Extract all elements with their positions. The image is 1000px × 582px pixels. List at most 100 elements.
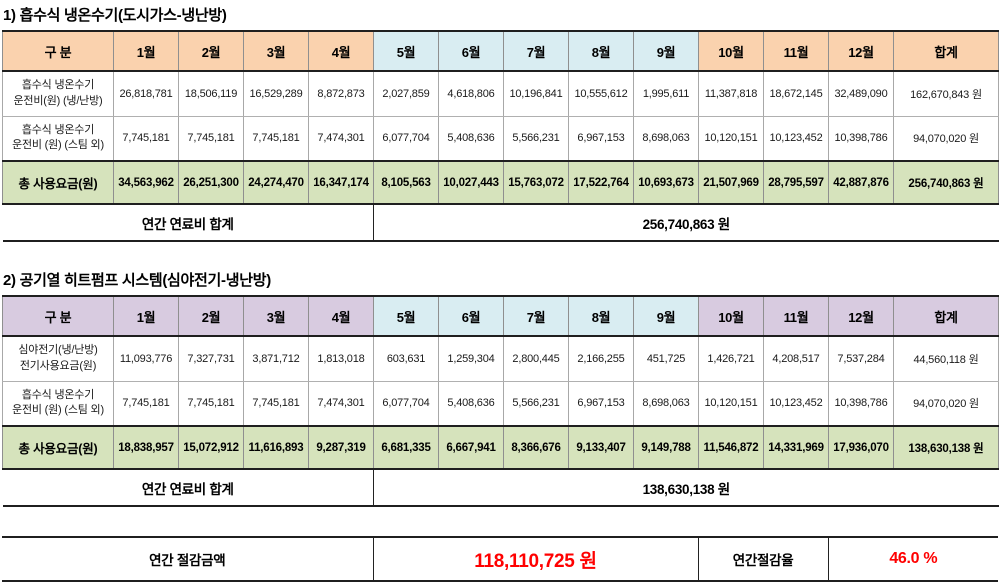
col-header-jun: 6월: [438, 30, 504, 72]
month-value-cell: 603,631: [373, 336, 439, 382]
month-value-cell: 6,077,704: [373, 381, 439, 426]
col-header-jul: 7월: [503, 30, 569, 72]
row-sum-cell: 162,670,843 원: [893, 71, 999, 117]
month-value-cell: 7,745,181: [113, 381, 179, 426]
table2-annual-fuel-row: 연간 연료비 합계 138,630,138 원: [2, 469, 999, 507]
col-header-aug: 8월: [568, 295, 634, 337]
month-value-cell: 2,166,255: [568, 336, 634, 382]
month-value-cell: 10,398,786: [828, 116, 894, 161]
total-month-cell: 42,887,876: [828, 160, 894, 205]
row-label-line2: 운전비 (원) (스팀 외): [12, 139, 104, 152]
table1-header-row: 구 분 1월 2월 3월 4월 5월 6월 7월 8월 9월 10월 11월 1…: [2, 30, 999, 72]
total-month-cell: 6,681,335: [373, 425, 439, 470]
col-header-jan: 1월: [113, 295, 179, 337]
savings-summary-table: 연간 절감금액 118,110,725 원 연간절감율 46.0 %: [2, 536, 999, 582]
month-value-cell: 6,967,153: [568, 381, 634, 426]
month-value-cell: 7,745,181: [178, 381, 244, 426]
col-header-apr: 4월: [308, 30, 374, 72]
month-value-cell: 4,208,517: [763, 336, 829, 382]
table2-total-row: 총 사용요금(원) 18,838,957 15,072,912 11,616,8…: [2, 425, 999, 470]
col-header-feb: 2월: [178, 30, 244, 72]
total-sum-cell: 138,630,138 원: [893, 425, 999, 470]
total-month-cell: 8,105,563: [373, 160, 439, 205]
month-value-cell: 10,555,612: [568, 71, 634, 117]
total-month-cell: 17,936,070: [828, 425, 894, 470]
col-header-mar: 3월: [243, 30, 309, 72]
row-label-line2: 운전비 (원) (스팀 외): [12, 404, 104, 417]
month-value-cell: 3,871,712: [243, 336, 309, 382]
total-row-label: 총 사용요금(원): [2, 160, 114, 205]
month-value-cell: 4,618,806: [438, 71, 504, 117]
total-month-cell: 15,072,912: [178, 425, 244, 470]
section2-title: 2) 공기열 히트펌프 시스템(심야전기-냉난방): [3, 272, 271, 289]
col-header-oct: 10월: [698, 30, 764, 72]
savings-rate-value: 46.0 %: [828, 536, 999, 582]
col-header-dec: 12월: [828, 295, 894, 337]
row-label: 흡수식 냉온수기 운전비 (원) (스팀 외): [2, 116, 114, 161]
section-air-heat-pump: 2) 공기열 히트펌프 시스템(심야전기-냉난방) 구 분 1월 2월 3월 4…: [2, 269, 999, 507]
month-value-cell: 10,120,151: [698, 381, 764, 426]
month-value-cell: 8,698,063: [633, 381, 699, 426]
table2-electric-cost-row: 심야전기(냉/난방) 전기사용요금(원) 11,093,776 7,327,73…: [2, 336, 999, 382]
total-month-cell: 10,027,443: [438, 160, 504, 205]
total-sum-cell: 256,740,863 원: [893, 160, 999, 205]
row-sum-cell: 94,070,020 원: [893, 116, 999, 161]
total-month-cell: 24,274,470: [243, 160, 309, 205]
row-label: 흡수식 냉온수기 운전비 (원) (스팀 외): [2, 381, 114, 426]
col-header-apr: 4월: [308, 295, 374, 337]
total-month-cell: 16,347,174: [308, 160, 374, 205]
month-value-cell: 2,800,445: [503, 336, 569, 382]
annual-savings-value: 118,110,725 원: [373, 536, 699, 582]
total-month-cell: 28,795,597: [763, 160, 829, 205]
month-value-cell: 451,725: [633, 336, 699, 382]
cost-table-absorption-chiller: 구 분 1월 2월 3월 4월 5월 6월 7월 8월 9월 10월 11월 1…: [2, 30, 999, 242]
col-header-total: 합계: [893, 30, 999, 72]
month-value-cell: 7,745,181: [243, 116, 309, 161]
col-header-oct: 10월: [698, 295, 764, 337]
col-header-mar: 3월: [243, 295, 309, 337]
month-value-cell: 1,426,721: [698, 336, 764, 382]
month-value-cell: 7,537,284: [828, 336, 894, 382]
total-month-cell: 11,546,872: [698, 425, 764, 470]
total-month-cell: 8,366,676: [503, 425, 569, 470]
row-sum-cell: 44,560,118 원: [893, 336, 999, 382]
month-value-cell: 6,967,153: [568, 116, 634, 161]
month-value-cell: 6,077,704: [373, 116, 439, 161]
col-header-jan: 1월: [113, 30, 179, 72]
col-header-dec: 12월: [828, 30, 894, 72]
month-value-cell: 10,120,151: [698, 116, 764, 161]
annual-fuel-value: 138,630,138 원: [373, 469, 999, 507]
month-value-cell: 18,506,119: [178, 71, 244, 117]
total-month-cell: 34,563,962: [113, 160, 179, 205]
month-value-cell: 8,872,873: [308, 71, 374, 117]
total-month-cell: 14,331,969: [763, 425, 829, 470]
table2-steam-cost-row: 흡수식 냉온수기 운전비 (원) (스팀 외) 7,745,181 7,745,…: [2, 381, 999, 426]
month-value-cell: 7,745,181: [178, 116, 244, 161]
col-header-nov: 11월: [763, 30, 829, 72]
col-header-jul: 7월: [503, 295, 569, 337]
total-month-cell: 18,838,957: [113, 425, 179, 470]
annual-fuel-value: 256,740,863 원: [373, 204, 999, 242]
total-month-cell: 10,693,673: [633, 160, 699, 205]
month-value-cell: 7,474,301: [308, 381, 374, 426]
month-value-cell: 5,408,636: [438, 381, 504, 426]
month-value-cell: 1,995,611: [633, 71, 699, 117]
month-value-cell: 26,818,781: [113, 71, 179, 117]
month-value-cell: 32,489,090: [828, 71, 894, 117]
table1-operating-cost-row: 흡수식 냉온수기 운전비(원) (냉/난방) 26,818,781 18,506…: [2, 71, 999, 117]
cost-table-heat-pump: 구 분 1월 2월 3월 4월 5월 6월 7월 8월 9월 10월 11월 1…: [2, 295, 999, 507]
month-value-cell: 7,745,181: [113, 116, 179, 161]
total-month-cell: 11,616,893: [243, 425, 309, 470]
section-absorption-chiller: 1) 흡수식 냉온수기(도시가스-냉난방) 구 분 1월 2월 3월 4월 5월…: [2, 4, 999, 242]
col-header-jun: 6월: [438, 295, 504, 337]
col-header-category: 구 분: [2, 30, 114, 72]
row-label-line1: 흡수식 냉온수기: [21, 388, 95, 401]
total-month-cell: 9,149,788: [633, 425, 699, 470]
row-label-line1: 흡수식 냉온수기: [21, 123, 95, 136]
month-value-cell: 10,398,786: [828, 381, 894, 426]
month-value-cell: 5,566,231: [503, 381, 569, 426]
total-month-cell: 26,251,300: [178, 160, 244, 205]
total-month-cell: 9,287,319: [308, 425, 374, 470]
savings-row: 연간 절감금액 118,110,725 원 연간절감율 46.0 %: [2, 536, 999, 582]
month-value-cell: 5,408,636: [438, 116, 504, 161]
